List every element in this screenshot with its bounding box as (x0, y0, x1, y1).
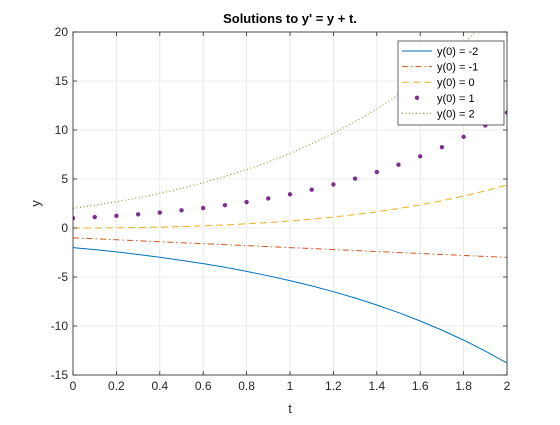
x-axis-label: t (288, 401, 292, 416)
y-tick-label: 10 (55, 123, 69, 137)
legend-swatch (415, 96, 419, 100)
data-point (158, 210, 162, 214)
y-tick-label: 5 (61, 172, 68, 186)
legend-label: y(0) = 0 (437, 77, 475, 89)
y-tick-label: 20 (55, 25, 69, 39)
data-point (201, 206, 205, 210)
data-point (418, 154, 422, 158)
legend: y(0) = -2 y(0) = -1 y(0) = 0 y(0) = 1 y(0) =… (398, 41, 504, 125)
y-tick-label: -5 (57, 270, 68, 284)
legend-label: y(0) = -1 (437, 62, 478, 74)
x-tick-label: 0.8 (238, 379, 255, 393)
data-point (288, 192, 292, 196)
data-point (331, 182, 335, 186)
data-point (396, 162, 400, 166)
data-point (93, 215, 97, 219)
legend-label: y(0) = -2 (437, 46, 478, 58)
y-tick-label: -15 (51, 368, 69, 382)
x-tick-label: 1 (287, 379, 294, 393)
x-tick-label: 0.2 (108, 379, 125, 393)
data-point (310, 187, 314, 191)
data-point (223, 203, 227, 207)
y-tick-label: 0 (61, 221, 68, 235)
chart-title: Solutions to y' = y + t. (223, 11, 357, 26)
data-point (266, 196, 270, 200)
x-tick-label: 1.6 (412, 379, 429, 393)
y-tick-label: -10 (51, 319, 69, 333)
legend-label: y(0) = 2 (437, 108, 475, 120)
x-tick-label: 1.8 (455, 379, 472, 393)
x-tick-label: 0.6 (195, 379, 212, 393)
data-point (375, 170, 379, 174)
data-point (179, 208, 183, 212)
x-tick-label: 1.4 (368, 379, 385, 393)
y-axis-label: y (28, 200, 43, 207)
x-tick-label: 1.2 (325, 379, 342, 393)
data-point (461, 135, 465, 139)
x-tick-label: 2 (504, 379, 511, 393)
y-tick-label: 15 (55, 74, 69, 88)
data-point (440, 145, 444, 149)
x-tick-label: 0 (70, 379, 77, 393)
data-point (114, 214, 118, 218)
data-point (244, 200, 248, 204)
x-tick-label: 0.4 (151, 379, 168, 393)
data-point (353, 176, 357, 180)
data-point (136, 212, 140, 216)
legend-label: y(0) = 1 (437, 93, 475, 105)
